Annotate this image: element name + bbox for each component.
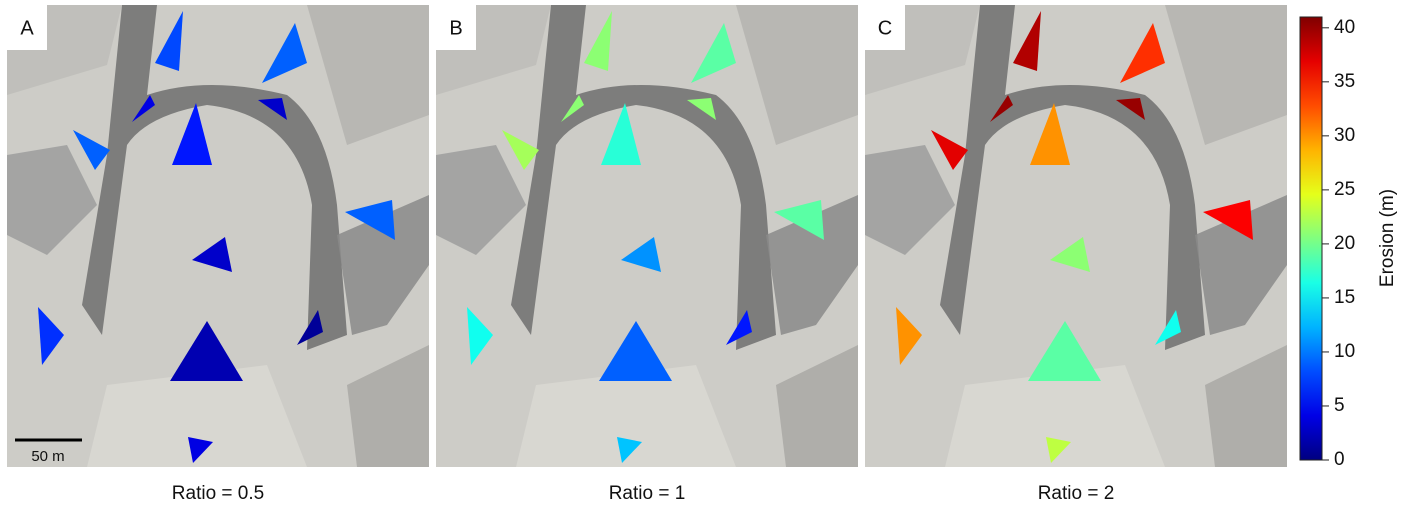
- terrain-facet: [337, 195, 429, 335]
- erosion-triangle: [1013, 11, 1041, 71]
- erosion-triangle: [617, 437, 642, 463]
- colorbar-tick-label: 30: [1334, 125, 1355, 146]
- erosion-triangle: [1030, 103, 1070, 165]
- erosion-triangle: [1120, 23, 1165, 83]
- erosion-triangle: [1050, 237, 1090, 272]
- colorbar-tick-label: 25: [1334, 179, 1355, 200]
- colorbar-tick-label: 10: [1334, 341, 1355, 362]
- terrain-facet: [865, 145, 955, 255]
- erosion-triangle: [1155, 310, 1181, 345]
- colorbar-tick-label: 0: [1334, 449, 1345, 470]
- terrain-facet: [945, 365, 1165, 467]
- erosion-triangle: [931, 130, 968, 170]
- panel: A: [7, 5, 429, 467]
- terrain-facet: [1195, 195, 1287, 335]
- terrain-facet: [82, 5, 347, 350]
- colorbar-tick-label: 20: [1334, 233, 1355, 254]
- erosion-triangle: [172, 103, 212, 165]
- terrain-facet: [1205, 345, 1287, 467]
- erosion-triangle: [262, 23, 307, 83]
- erosion-triangle: [691, 23, 736, 83]
- panel: B: [436, 5, 858, 467]
- terrain-facet: [736, 5, 858, 145]
- panel-letter-box: [7, 5, 47, 50]
- erosion-triangle: [502, 130, 539, 170]
- erosion-triangle: [467, 307, 493, 365]
- erosion-triangle: [561, 95, 584, 122]
- erosion-triangle: [297, 310, 323, 345]
- terrain-facet: [347, 345, 429, 467]
- panel-caption: Ratio = 0.5: [172, 483, 264, 504]
- colorbar-tick-label: 35: [1334, 71, 1355, 92]
- terrain-facet: [511, 5, 776, 350]
- erosion-triangle: [170, 321, 243, 381]
- panel-caption: Ratio = 1: [609, 483, 686, 504]
- terrain-facet: [87, 365, 307, 467]
- colorbar-tick-label: 40: [1334, 17, 1355, 38]
- colorbar-tick-label: 5: [1334, 395, 1345, 416]
- erosion-triangle: [601, 103, 641, 165]
- erosion-triangle: [345, 200, 395, 240]
- erosion-triangle: [726, 310, 752, 345]
- erosion-triangle: [1116, 98, 1145, 120]
- terrain-facet: [307, 5, 429, 145]
- panel-letter: B: [449, 17, 462, 39]
- colorbar: [1299, 16, 1323, 461]
- erosion-triangle: [774, 200, 824, 240]
- terrain-facet: [940, 5, 1205, 350]
- erosion-triangle: [132, 95, 155, 122]
- erosion-triangle: [188, 437, 213, 463]
- erosion-triangle: [584, 11, 612, 71]
- terrain-facet: [7, 145, 97, 255]
- panel-caption: Ratio = 2: [1038, 483, 1115, 504]
- erosion-triangle: [38, 307, 64, 365]
- erosion-triangle: [1028, 321, 1101, 381]
- erosion-triangle: [258, 98, 287, 120]
- scale-bar-label: 50 m: [31, 448, 64, 465]
- erosion-triangle: [687, 98, 716, 120]
- erosion-triangle: [1046, 437, 1071, 463]
- erosion-triangle: [73, 130, 110, 170]
- colorbar-label: Erosion (m): [1377, 189, 1398, 287]
- erosion-triangle: [990, 95, 1013, 122]
- erosion-triangle: [192, 237, 232, 272]
- panel-letter: C: [878, 17, 892, 39]
- terrain-facet: [1165, 5, 1287, 145]
- terrain-facet: [776, 345, 858, 467]
- erosion-triangle: [1203, 200, 1253, 240]
- colorbar-tick-label: 15: [1334, 287, 1355, 308]
- erosion-triangle: [155, 11, 183, 71]
- panel-letter-box: [865, 5, 905, 50]
- terrain-facet: [516, 365, 736, 467]
- erosion-triangle: [896, 307, 922, 365]
- panel-letter: A: [20, 17, 34, 39]
- erosion-triangle: [599, 321, 672, 381]
- panel: C: [865, 5, 1287, 467]
- panel-letter-box: [436, 5, 476, 50]
- erosion-triangle: [621, 237, 661, 272]
- terrain-facet: [766, 195, 858, 335]
- terrain-facet: [436, 145, 526, 255]
